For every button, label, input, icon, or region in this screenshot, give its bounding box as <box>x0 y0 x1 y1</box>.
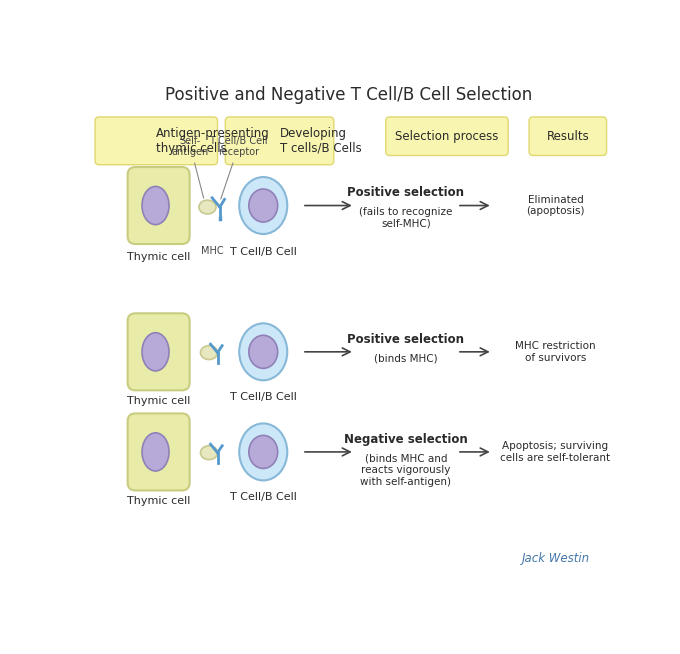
Text: Positive selection: Positive selection <box>347 186 464 199</box>
Text: Apoptosis; surviving
cells are self-tolerant: Apoptosis; surviving cells are self-tole… <box>500 441 611 463</box>
Ellipse shape <box>239 423 287 481</box>
Text: MHC restriction
of survivors: MHC restriction of survivors <box>515 341 596 362</box>
FancyBboxPatch shape <box>128 167 190 244</box>
Text: Thymic cell: Thymic cell <box>127 496 190 506</box>
Text: Developing
T cells/B Cells: Developing T cells/B Cells <box>279 127 361 155</box>
Text: Positive and Negative T Cell/B Cell Selection: Positive and Negative T Cell/B Cell Sele… <box>165 86 532 105</box>
Text: Positive selection: Positive selection <box>347 333 464 346</box>
Ellipse shape <box>249 436 277 468</box>
Ellipse shape <box>249 189 277 222</box>
FancyBboxPatch shape <box>128 313 190 390</box>
Ellipse shape <box>199 200 216 214</box>
FancyBboxPatch shape <box>386 117 508 156</box>
Text: Selection process: Selection process <box>395 129 498 143</box>
Text: Antigen-presenting
thymic cells: Antigen-presenting thymic cells <box>156 127 270 155</box>
Ellipse shape <box>201 446 218 460</box>
Text: Thymic cell: Thymic cell <box>127 396 190 405</box>
Text: (fails to recognize
self-MHC): (fails to recognize self-MHC) <box>359 207 452 229</box>
FancyBboxPatch shape <box>529 117 607 156</box>
Text: T Cell/B Cell
receptor: T Cell/B Cell receptor <box>209 136 268 199</box>
Ellipse shape <box>201 346 218 360</box>
Text: Results: Results <box>547 129 589 143</box>
Ellipse shape <box>239 177 287 234</box>
FancyBboxPatch shape <box>225 117 334 165</box>
Text: T Cell/B Cell: T Cell/B Cell <box>230 492 296 502</box>
Text: T Cell/B Cell: T Cell/B Cell <box>230 392 296 402</box>
FancyBboxPatch shape <box>95 117 218 165</box>
Text: Self-
antigen: Self- antigen <box>172 136 209 198</box>
Text: Jack Westin: Jack Westin <box>522 552 590 565</box>
FancyBboxPatch shape <box>128 413 190 490</box>
Ellipse shape <box>142 333 169 371</box>
Ellipse shape <box>142 186 169 224</box>
Ellipse shape <box>142 433 169 471</box>
Text: (binds MHC): (binds MHC) <box>374 353 438 364</box>
Ellipse shape <box>249 336 277 368</box>
Text: Negative selection: Negative selection <box>344 433 468 446</box>
Text: Eliminated
(apoptosis): Eliminated (apoptosis) <box>526 195 585 216</box>
Text: T Cell/B Cell: T Cell/B Cell <box>230 247 296 257</box>
Text: Thymic cell: Thymic cell <box>127 252 190 262</box>
Text: MHC: MHC <box>201 245 224 256</box>
Text: (binds MHC and
reacts vigorously
with self-antigen): (binds MHC and reacts vigorously with se… <box>360 453 452 487</box>
Ellipse shape <box>239 323 287 381</box>
